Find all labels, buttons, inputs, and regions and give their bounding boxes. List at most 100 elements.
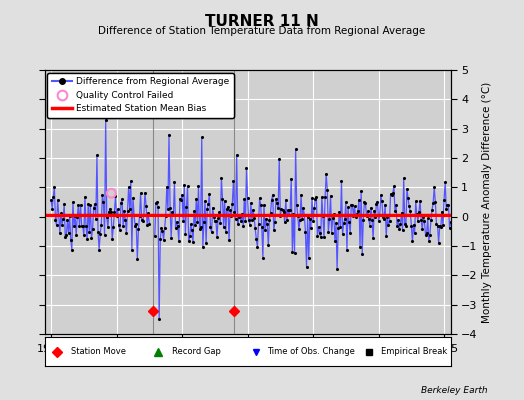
Point bbox=[372, 201, 380, 207]
Point bbox=[429, 199, 438, 206]
Point bbox=[69, 199, 77, 205]
Point bbox=[101, 232, 109, 238]
Point bbox=[183, 183, 192, 189]
Point bbox=[165, 131, 173, 138]
Point bbox=[260, 202, 268, 208]
Point bbox=[273, 200, 281, 206]
Point bbox=[167, 235, 176, 242]
Point bbox=[375, 218, 383, 225]
Point bbox=[83, 236, 91, 242]
Point bbox=[383, 214, 391, 220]
Point bbox=[214, 215, 222, 222]
Point bbox=[107, 209, 115, 215]
Point bbox=[110, 209, 118, 215]
Point bbox=[274, 205, 282, 211]
Point bbox=[236, 213, 244, 219]
Point bbox=[417, 217, 425, 224]
Point bbox=[94, 228, 102, 235]
Point bbox=[351, 203, 359, 210]
Point bbox=[364, 208, 372, 214]
Point bbox=[321, 194, 329, 200]
Point bbox=[396, 221, 405, 228]
Point bbox=[299, 204, 308, 211]
Point bbox=[222, 229, 230, 235]
Text: TURNER 11 N: TURNER 11 N bbox=[205, 14, 319, 29]
Point bbox=[199, 244, 207, 250]
Point bbox=[108, 236, 116, 242]
Point bbox=[395, 226, 403, 232]
Point bbox=[342, 199, 350, 205]
Point bbox=[300, 212, 309, 219]
Point bbox=[354, 208, 362, 214]
Point bbox=[331, 238, 339, 244]
Point bbox=[352, 214, 360, 220]
Point bbox=[159, 237, 168, 243]
Point bbox=[404, 195, 412, 202]
Point bbox=[391, 208, 399, 214]
Point bbox=[386, 191, 395, 198]
Point bbox=[334, 225, 342, 232]
Point bbox=[350, 213, 358, 219]
Point bbox=[125, 206, 134, 212]
Point bbox=[367, 204, 375, 211]
Point bbox=[213, 234, 221, 240]
Point bbox=[200, 219, 208, 225]
Point bbox=[78, 223, 86, 229]
Point bbox=[276, 213, 285, 219]
Point bbox=[238, 210, 246, 217]
Point bbox=[330, 211, 338, 218]
Point bbox=[219, 196, 227, 202]
Point bbox=[408, 238, 417, 244]
Point bbox=[413, 218, 422, 224]
Point bbox=[89, 226, 97, 232]
Point bbox=[431, 199, 440, 206]
Point bbox=[228, 201, 236, 207]
Point bbox=[259, 254, 267, 261]
Point bbox=[96, 231, 104, 237]
Legend: Difference from Regional Average, Quality Control Failed, Estimated Station Mean: Difference from Regional Average, Qualit… bbox=[47, 73, 234, 118]
Point bbox=[373, 199, 381, 205]
Point bbox=[285, 212, 293, 218]
Point bbox=[79, 223, 87, 229]
Point bbox=[212, 218, 220, 224]
Point bbox=[49, 194, 58, 200]
Point bbox=[308, 195, 316, 202]
Point bbox=[296, 216, 304, 223]
Point bbox=[387, 192, 396, 198]
Point bbox=[290, 250, 299, 256]
Point bbox=[384, 222, 392, 229]
Point bbox=[348, 202, 356, 208]
Point bbox=[353, 211, 361, 218]
Point bbox=[419, 214, 428, 221]
Point bbox=[425, 232, 434, 238]
Point bbox=[381, 202, 389, 208]
Point bbox=[268, 192, 277, 198]
Text: Record Gap: Record Gap bbox=[172, 347, 221, 356]
Point bbox=[282, 217, 291, 224]
Point bbox=[275, 156, 283, 162]
Point bbox=[433, 222, 442, 229]
Point bbox=[355, 196, 363, 203]
Point bbox=[221, 197, 229, 204]
Point bbox=[208, 229, 216, 236]
Point bbox=[187, 221, 195, 227]
Point bbox=[432, 221, 441, 227]
Point bbox=[72, 232, 80, 238]
Point bbox=[310, 205, 319, 212]
Point bbox=[447, 224, 456, 230]
Point bbox=[136, 190, 145, 196]
Point bbox=[339, 231, 347, 237]
Point bbox=[311, 196, 320, 202]
Point bbox=[127, 178, 135, 184]
Point bbox=[210, 213, 218, 220]
Point bbox=[281, 196, 290, 203]
Point bbox=[223, 206, 231, 212]
Point bbox=[254, 221, 263, 228]
Point bbox=[216, 220, 224, 227]
Point bbox=[262, 216, 270, 222]
Point bbox=[105, 208, 113, 215]
Point bbox=[266, 210, 275, 216]
Point bbox=[402, 223, 410, 229]
Point bbox=[104, 224, 112, 230]
Point bbox=[181, 230, 190, 237]
